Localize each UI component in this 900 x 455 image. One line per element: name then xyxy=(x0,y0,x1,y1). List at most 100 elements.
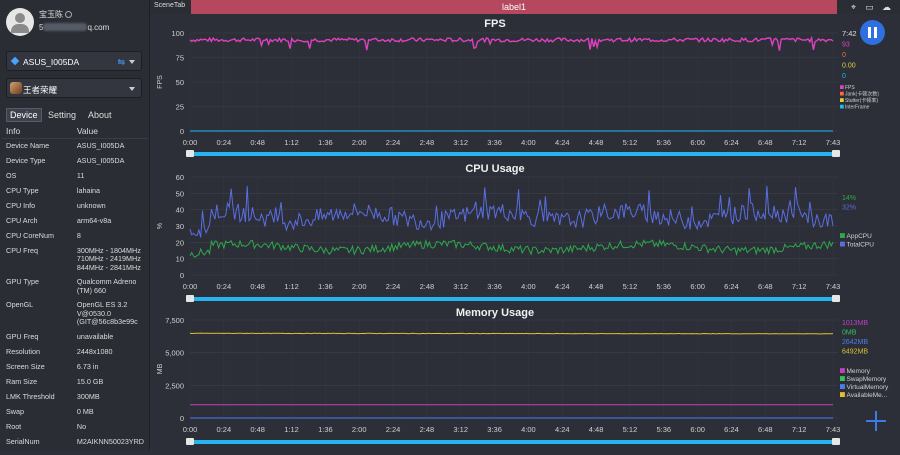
series-line-totalcpu xyxy=(189,185,834,238)
cloud-icon[interactable]: ☁ xyxy=(882,2,891,12)
y-tick-label: 0 xyxy=(180,127,184,136)
x-tick-label: 0:24 xyxy=(217,282,232,291)
x-tick-label: 7:12 xyxy=(792,138,807,147)
cpu-chart-title: CPU Usage xyxy=(465,163,525,175)
info-value: 300MB xyxy=(76,391,100,401)
tab-about[interactable]: About xyxy=(88,110,112,120)
time-range-slider xyxy=(190,297,835,301)
series-line-availableme xyxy=(189,332,834,335)
chevron-down-icon xyxy=(129,87,135,91)
user-panel[interactable]: 宝玉陈 5 q.com xyxy=(6,6,146,38)
y-tick-label: 50 xyxy=(176,78,184,87)
table-row: SerialNum M2AIKNN50023YRD xyxy=(2,435,148,450)
session-label: label1 xyxy=(191,0,837,14)
email-redaction xyxy=(43,23,88,31)
slider-handle-right xyxy=(832,295,840,302)
fps-chart-title: FPS xyxy=(484,18,506,30)
info-key: SerialNum xyxy=(6,436,40,446)
legend-label: TotalCPU xyxy=(847,242,875,249)
y-tick-label: 0 xyxy=(180,271,184,280)
device-info-table: Info Value Device Name ASUS_I005DA Device … xyxy=(2,124,148,450)
x-tick-label: 6:24 xyxy=(724,282,739,291)
y-tick-label: 0 xyxy=(180,414,184,423)
y-tick-label: 7,500 xyxy=(165,316,184,325)
current-value: 6492MB xyxy=(842,349,868,356)
x-tick-label: 5:12 xyxy=(623,425,638,434)
legend-swatch xyxy=(840,376,845,381)
legend-label: InterFrame xyxy=(845,105,870,111)
column-header-value: Value xyxy=(72,124,148,139)
current-value: 32% xyxy=(842,205,856,212)
x-tick-label: 7:43 xyxy=(826,425,841,434)
x-tick-label: 0:00 xyxy=(183,138,198,147)
add-button[interactable] xyxy=(866,411,886,431)
info-value: No xyxy=(76,421,87,431)
chevron-down-icon xyxy=(129,60,135,64)
x-tick-label: 0:24 xyxy=(217,138,232,147)
x-tick-label: 7:43 xyxy=(826,282,841,291)
x-tick-label: 1:12 xyxy=(284,282,299,291)
info-key: CPU CoreNum xyxy=(6,230,54,240)
info-key: GPU Freq xyxy=(6,331,39,341)
legend-label: AppCPU xyxy=(847,233,873,240)
series-line-fps xyxy=(189,35,834,51)
app-select[interactable]: 王者荣耀 xyxy=(6,78,142,98)
info-key: Device Name xyxy=(6,141,50,150)
x-tick-label: 2:48 xyxy=(420,138,435,147)
y-tick-label: 25 xyxy=(176,103,184,112)
info-value: 0 MB xyxy=(76,406,94,416)
current-value: 2642MB xyxy=(842,339,868,346)
table-row: Root No xyxy=(2,420,148,435)
cpu-chart-plot: % 0 10 20 30 40 50 60 0:00 0:24 0:48 1:12 1:36 2:00 2:… xyxy=(157,173,875,302)
x-tick-label: 3:36 xyxy=(487,282,502,291)
y-tick-label: 5,000 xyxy=(165,349,184,358)
avatar[interactable] xyxy=(6,8,34,36)
table-row: CPU Type lahaina xyxy=(2,184,148,199)
x-tick-label: 2:00 xyxy=(352,425,367,434)
current-value: 0 xyxy=(842,52,846,59)
tab-setting[interactable]: Setting xyxy=(48,110,77,120)
x-tick-label: 6:00 xyxy=(690,282,705,291)
user-email: 5 q.com xyxy=(39,23,110,32)
legend-label: VirtualMemory xyxy=(847,384,890,391)
table-row: Device Type ASUS_I005DA xyxy=(2,154,148,169)
slider-handle-left xyxy=(186,150,194,157)
y-tick-label: 75 xyxy=(176,54,184,63)
device-select-value: ASUS_I005DA xyxy=(23,57,80,67)
top-bar: SceneTab label1 ⌖ ▭ ☁ xyxy=(150,0,900,14)
fps-chart: FPS FPS 0 25 50 75 100 0:00 0:24 0:48 1:12 1:36 2:0… xyxy=(150,14,900,162)
sidebar: 宝玉陈 5 q.com ASUS_I005DA ⇋ 王者荣耀 Device Set… xyxy=(0,0,150,450)
location-pin-icon[interactable]: ⌖ xyxy=(850,2,857,12)
legend-swatch xyxy=(840,368,845,373)
y-tick-label: 20 xyxy=(176,238,184,247)
scene-tab[interactable]: SceneTab xyxy=(154,2,186,9)
info-key: Device Type xyxy=(6,155,46,165)
slider-handle-left xyxy=(186,438,194,445)
x-tick-label: 5:36 xyxy=(656,282,671,291)
connect-icon[interactable]: ⇋ xyxy=(117,57,125,67)
table-row: LMK Threshold 300MB xyxy=(2,390,148,405)
pause-button[interactable] xyxy=(860,20,885,45)
info-value: 11 xyxy=(76,170,85,180)
info-value: arm64-v8a xyxy=(76,215,112,225)
info-value: 2448x1080 xyxy=(76,346,113,356)
x-tick-label: 6:00 xyxy=(690,425,705,434)
info-key: LMK Threshold xyxy=(6,391,55,401)
table-row: Ram Size 15.0 GB xyxy=(2,375,148,390)
x-tick-label: 3:12 xyxy=(453,138,468,147)
legend-swatch xyxy=(840,241,845,247)
x-tick-label: 6:48 xyxy=(758,138,773,147)
x-tick-label: 1:12 xyxy=(284,138,299,147)
tab-device[interactable]: Device xyxy=(6,108,42,122)
device-select[interactable]: ASUS_I005DA ⇋ xyxy=(6,51,142,71)
y-tick-label: 10 xyxy=(176,255,184,264)
info-key: CPU Freq xyxy=(6,245,38,255)
legend-swatch xyxy=(840,233,845,238)
x-tick-label: 4:48 xyxy=(589,138,604,147)
x-tick-label: 1:36 xyxy=(318,282,333,291)
table-row: GPU Type Qualcomm Adreno (TM) 660 xyxy=(2,275,148,298)
x-tick-label: 5:12 xyxy=(623,138,638,147)
x-tick-label: 2:48 xyxy=(420,425,435,434)
x-tick-label: 6:00 xyxy=(690,138,705,147)
folder-icon[interactable]: ▭ xyxy=(865,2,874,12)
